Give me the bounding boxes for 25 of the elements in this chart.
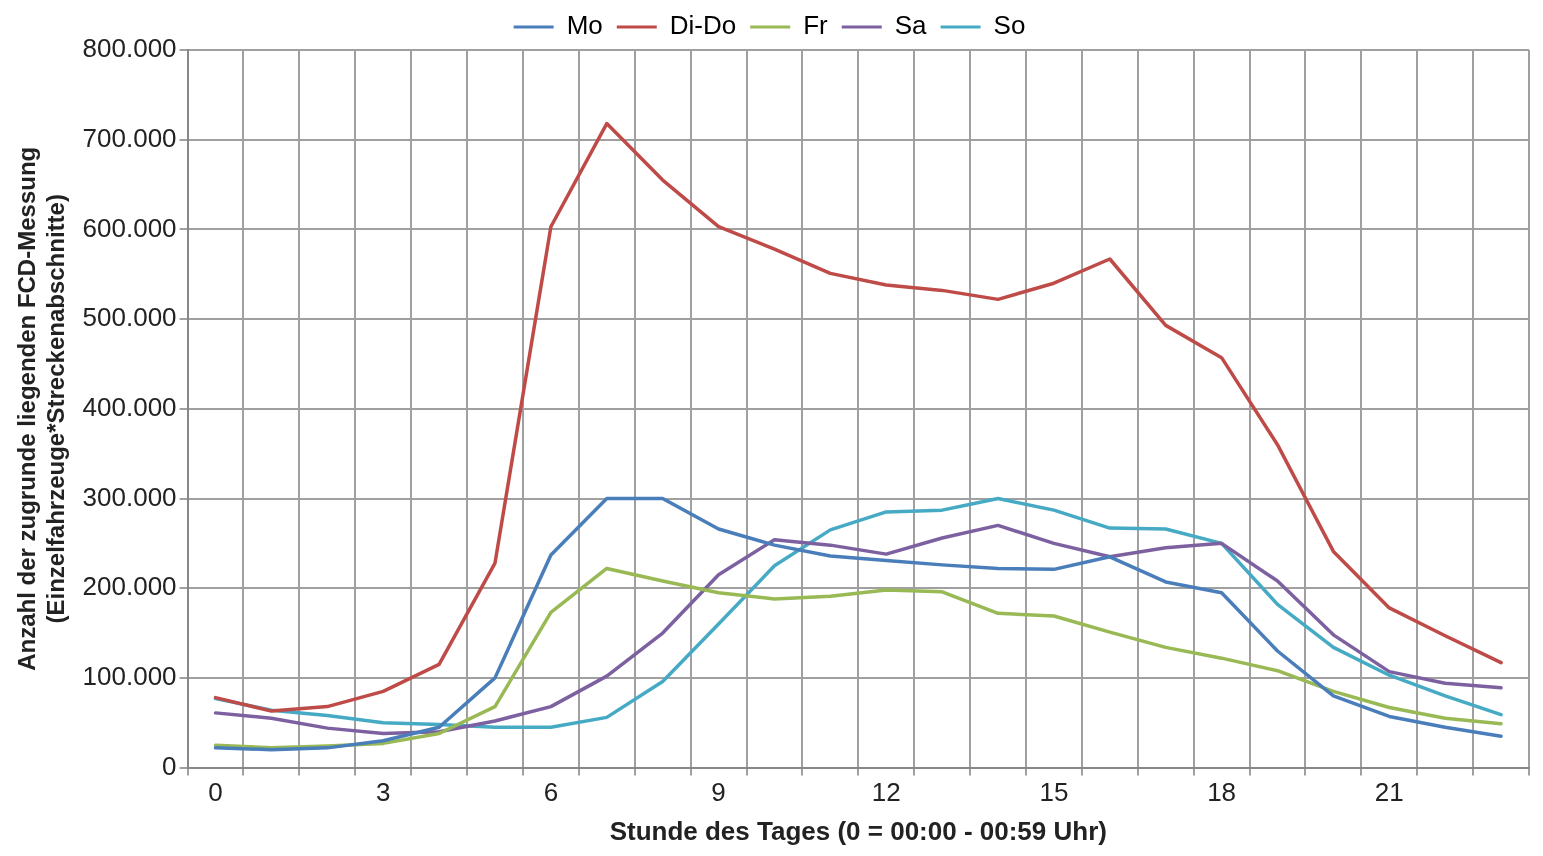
legend-label: Mo — [566, 10, 603, 41]
y-tick-label: 200.000 — [82, 571, 177, 602]
x-tick-label: 6 — [543, 777, 559, 808]
x-tick-label: 3 — [375, 777, 391, 808]
x-tick-label: 12 — [871, 777, 901, 808]
y-tick-label: 800.000 — [82, 33, 177, 64]
legend-label: Fr — [803, 10, 829, 41]
x-tick-label: 9 — [711, 777, 726, 808]
y-tick-label: 700.000 — [82, 122, 177, 153]
x-tick-label: 15 — [1039, 777, 1069, 808]
x-tick-label: 0 — [208, 777, 223, 808]
legend-label: Sa — [894, 10, 928, 41]
y-tick-label: 100.000 — [82, 661, 177, 692]
y-tick-label: 400.000 — [82, 391, 177, 422]
y-tick-label: 300.000 — [82, 481, 177, 512]
text: (Einzelfahrzeuge*Streckenabschnitte) — [41, 194, 69, 624]
y-tick-label: 500.000 — [82, 302, 177, 333]
text: Anzahl der zugrunde liegenden FCD-Messung — [13, 146, 41, 671]
x-tick-label: 18 — [1207, 777, 1237, 808]
y-tick-label: 0 — [162, 750, 177, 781]
x-axis-title: Stunde des Tages (0 = 00:00 - 00:59 Uhr) — [609, 815, 1107, 846]
legend-label: Di-Do — [669, 10, 737, 41]
y-tick-label: 600.000 — [82, 212, 177, 243]
x-tick-label: 21 — [1374, 777, 1404, 808]
legend-label: So — [993, 10, 1026, 41]
